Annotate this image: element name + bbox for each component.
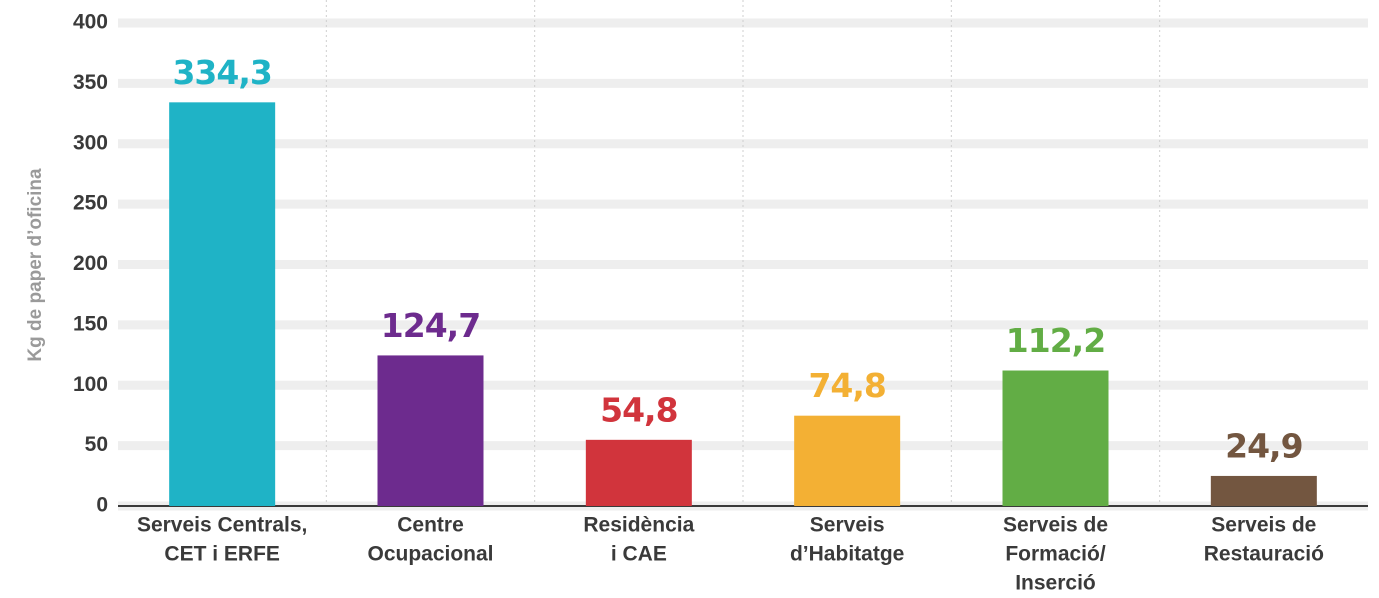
y-tick-label: 0 [96,494,108,517]
y-tick-label: 150 [73,312,108,335]
y-tick-label: 50 [85,433,108,456]
value-label: 24,9 [1225,426,1302,465]
x-tick-label: Inserció [1015,572,1096,595]
y-tick-label: 400 [73,11,108,34]
x-tick-label: Serveis de [1003,514,1108,537]
x-tick-label: Serveis de [1211,514,1316,537]
y-tick-label: 300 [73,131,108,154]
y-tick-label: 100 [73,373,108,396]
x-tick-label: Residència [583,514,694,537]
x-tick-label: Restauració [1204,543,1324,566]
bar [169,102,276,506]
bar [1002,370,1109,506]
value-label: 124,7 [381,306,480,345]
bar [794,415,901,506]
x-tick-label: d’Habitatge [790,543,904,566]
y-axis-label: Kg de paper d’oficina [25,168,46,362]
x-tick-label: CET i ERFE [164,543,280,566]
bar [377,355,484,506]
value-label: 112,2 [1006,321,1105,360]
value-label: 54,8 [600,390,677,429]
x-tick-label: Ocupacional [367,543,493,566]
value-label: 334,3 [172,53,271,92]
y-tick-label: 250 [73,192,108,215]
x-tick-label: Centre [397,514,464,537]
x-tick-label: i CAE [611,543,667,566]
value-label: 74,8 [808,366,885,405]
x-tick-label: Serveis Centrals, [137,514,307,537]
bar [1210,475,1317,506]
x-tick-label: Serveis [810,514,885,537]
x-tick-label: Formació/ [1005,543,1106,566]
bar [585,439,692,506]
y-tick-label: 200 [73,252,108,275]
y-tick-label: 350 [73,71,108,94]
